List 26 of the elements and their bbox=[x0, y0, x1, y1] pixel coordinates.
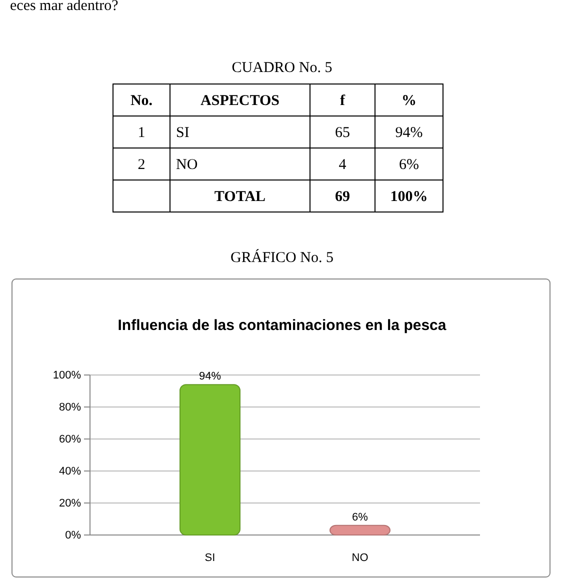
text: 4 bbox=[338, 157, 346, 173]
text: 1 bbox=[138, 125, 146, 141]
data-label: 94% bbox=[198, 370, 222, 383]
y-tick-label: 80% bbox=[58, 402, 82, 414]
text: TOTAL bbox=[214, 189, 266, 205]
y-tick-label: 0% bbox=[65, 530, 82, 542]
text: 6% bbox=[399, 157, 419, 173]
category-label: No. bbox=[130, 93, 153, 109]
text: CUADRO No. 5 bbox=[232, 60, 332, 76]
text: 69 bbox=[335, 189, 350, 205]
category-label: f bbox=[340, 93, 346, 109]
category-label: ASPECTOS bbox=[200, 93, 280, 109]
chart-title: Influencia de las contaminaciones en la pesca bbox=[118, 317, 447, 334]
text: 94% bbox=[395, 125, 423, 141]
text: 100% bbox=[390, 189, 428, 205]
text: 2 bbox=[138, 157, 146, 173]
text: GRÁFICO No. 5 bbox=[230, 249, 334, 266]
y-tick-label: 100% bbox=[52, 370, 82, 382]
y-tick-label: 40% bbox=[58, 466, 82, 478]
text: SI bbox=[176, 125, 190, 141]
data-label: 6% bbox=[352, 511, 368, 524]
y-tick-label: 20% bbox=[58, 498, 82, 510]
text: NO bbox=[176, 157, 198, 173]
y-tick-label: 60% bbox=[58, 434, 82, 446]
text: 65 bbox=[335, 125, 350, 141]
category-label: % bbox=[402, 93, 416, 109]
